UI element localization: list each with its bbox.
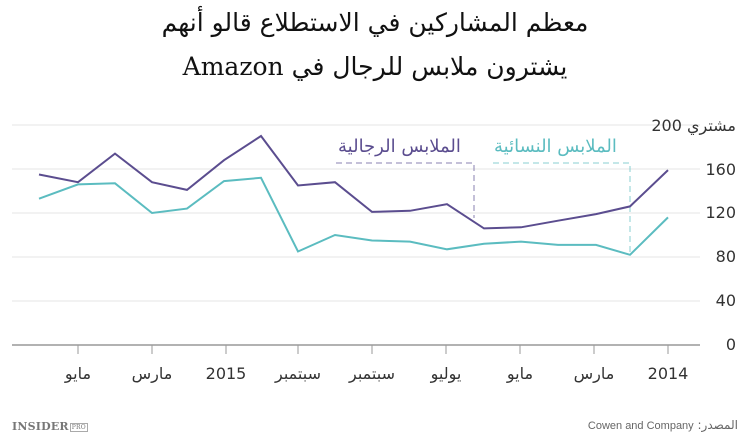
x-axis-label: سبتمبر (275, 364, 321, 383)
legend-women-bracket (493, 162, 631, 252)
series-line-men (38, 134, 669, 230)
chart-title-line-1: معظم المشاركين في الاستطلاع قالو أنهم (161, 8, 589, 37)
brand-logo: INSIDER PRO (12, 420, 88, 433)
x-axis-label: مارس (573, 364, 615, 383)
x-axis-label: سبتمبر (349, 364, 395, 383)
y-axis-label-40: 40 (715, 291, 736, 310)
legend-men-bracket (336, 162, 475, 218)
legend-women: الملابس النسائية (494, 136, 617, 157)
x-axis-label: مايو (64, 364, 92, 383)
x-axis-label: مايو (506, 364, 534, 383)
legend-men: الملابس الرجالية (338, 136, 461, 157)
source-note: المصدر: Cowen and Company (587, 418, 738, 432)
chart-title-line-2: يشترون ملابس للرجال في Amazon (182, 52, 568, 81)
y-axis-label-160: 160 (705, 160, 736, 179)
x-axis-label: يوليو (430, 364, 462, 383)
y-axis-label-200: مشتري 200 (651, 116, 736, 135)
y-axis-label-120: 120 (705, 203, 736, 222)
y-axis-label-0: 0 (725, 335, 736, 354)
x-axis-label: 2014 (647, 364, 689, 383)
x-axis-label: مارس (131, 364, 173, 383)
series-line-women (38, 176, 669, 256)
y-axis-label-80: 80 (715, 247, 736, 266)
x-axis-label: 2015 (205, 364, 247, 383)
